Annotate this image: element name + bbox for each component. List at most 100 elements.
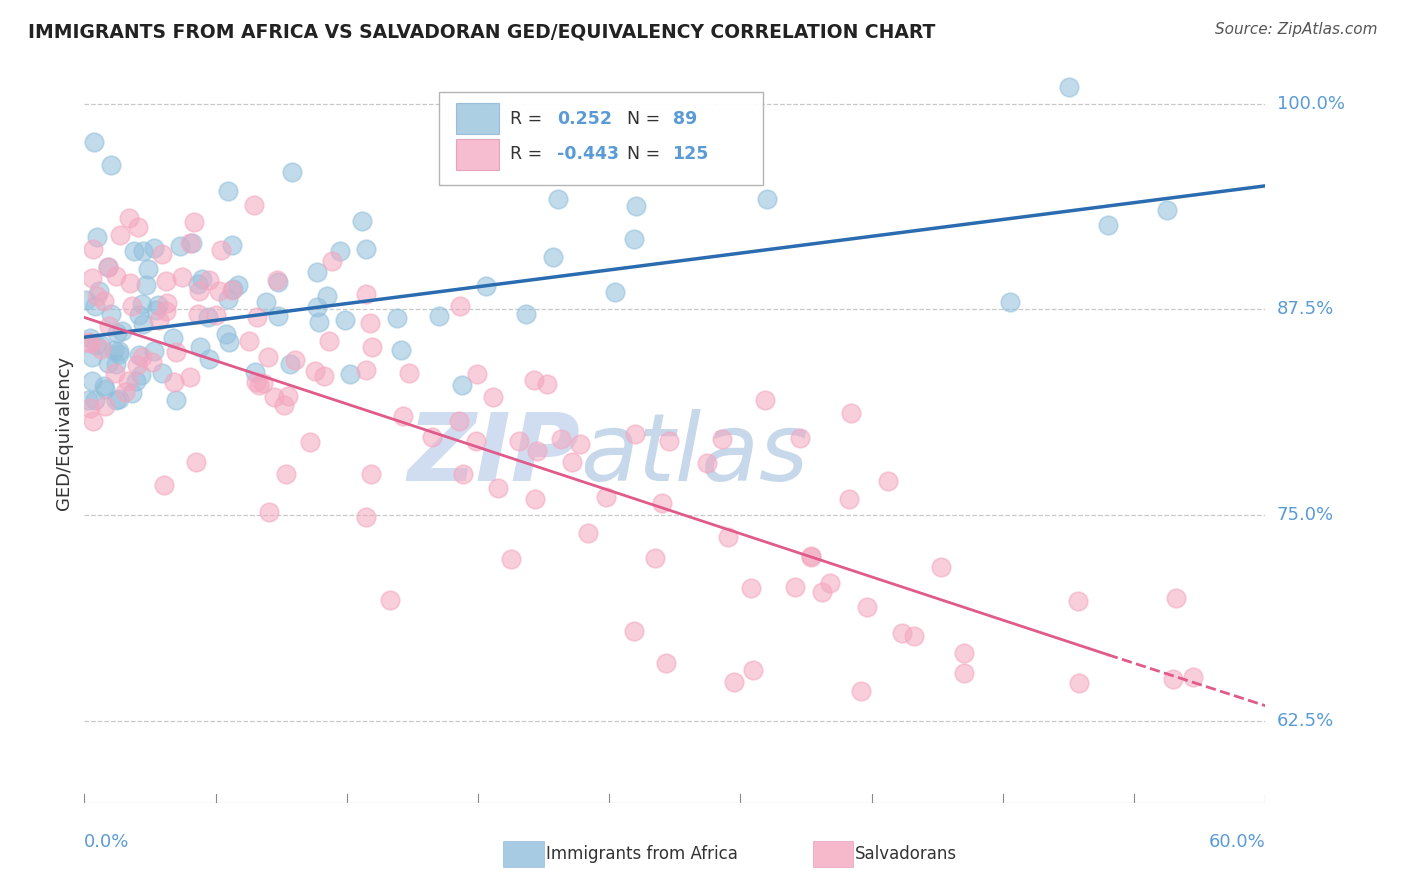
Point xyxy=(389,343,412,357)
Point xyxy=(215,326,238,341)
Point xyxy=(820,575,842,590)
Text: 75.0%: 75.0% xyxy=(1277,506,1334,524)
Point xyxy=(165,392,187,407)
Point xyxy=(187,307,209,321)
Point xyxy=(188,340,211,354)
Text: ZIP: ZIP xyxy=(408,409,581,500)
Point xyxy=(523,373,546,387)
Point xyxy=(135,277,157,292)
Point xyxy=(80,374,103,388)
Point xyxy=(318,334,340,348)
Point xyxy=(257,505,280,519)
Point xyxy=(387,310,409,325)
Point xyxy=(87,284,110,298)
Point xyxy=(132,244,155,259)
Point xyxy=(280,165,302,179)
Point xyxy=(755,193,778,207)
Point xyxy=(754,392,776,407)
Text: N =: N = xyxy=(616,145,665,163)
Text: N =: N = xyxy=(616,110,665,128)
Point xyxy=(163,376,186,390)
Point xyxy=(623,624,645,638)
Point xyxy=(76,392,98,407)
Point xyxy=(398,367,420,381)
Point xyxy=(82,414,104,428)
Point xyxy=(252,376,274,390)
Point xyxy=(1097,218,1119,232)
Point xyxy=(86,230,108,244)
Text: Source: ZipAtlas.com: Source: ZipAtlas.com xyxy=(1215,22,1378,37)
Point xyxy=(696,456,718,470)
Point xyxy=(953,666,976,681)
Point xyxy=(221,283,243,297)
Point xyxy=(84,392,107,407)
Point xyxy=(128,348,150,362)
Point xyxy=(321,254,343,268)
Point xyxy=(80,351,103,365)
Point xyxy=(198,352,221,367)
Point xyxy=(131,350,153,364)
Point xyxy=(849,684,872,698)
Point xyxy=(624,426,647,441)
Text: 0.252: 0.252 xyxy=(557,110,612,128)
Point xyxy=(307,300,329,314)
Point xyxy=(97,260,120,275)
Point xyxy=(526,444,548,458)
Point xyxy=(890,625,912,640)
Point xyxy=(333,313,356,327)
Point xyxy=(561,455,583,469)
Point xyxy=(118,211,141,226)
Point xyxy=(179,370,201,384)
Point xyxy=(266,273,288,287)
Point xyxy=(449,299,471,313)
Point xyxy=(79,330,101,344)
Point xyxy=(208,285,231,299)
Point xyxy=(188,284,211,298)
Point xyxy=(111,324,134,338)
Point xyxy=(205,309,228,323)
Point xyxy=(108,343,131,358)
Point xyxy=(783,580,806,594)
Text: 89: 89 xyxy=(672,110,697,128)
Point xyxy=(811,585,834,599)
Point xyxy=(217,292,239,306)
Point xyxy=(162,331,184,345)
Point xyxy=(508,434,530,449)
Point xyxy=(723,674,745,689)
Point xyxy=(166,344,188,359)
Point xyxy=(541,250,564,264)
Point xyxy=(427,309,450,323)
Point xyxy=(486,481,509,495)
Point xyxy=(356,510,378,524)
Point xyxy=(277,389,299,403)
Point xyxy=(1067,676,1090,690)
Point xyxy=(267,309,290,323)
Point xyxy=(246,310,269,325)
Text: Salvadorans: Salvadorans xyxy=(855,845,957,863)
FancyBboxPatch shape xyxy=(457,138,499,169)
Point xyxy=(274,467,297,481)
Point xyxy=(247,377,270,392)
Point xyxy=(354,363,377,377)
Text: atlas: atlas xyxy=(581,409,808,500)
Point xyxy=(90,337,112,351)
Point xyxy=(1182,670,1205,684)
Text: Immigrants from Africa: Immigrants from Africa xyxy=(546,845,737,863)
Point xyxy=(127,220,149,235)
Point xyxy=(711,432,734,446)
Point xyxy=(475,279,498,293)
Point xyxy=(740,582,762,596)
Point xyxy=(451,467,474,481)
Point xyxy=(465,367,488,381)
Point xyxy=(624,199,647,213)
Point xyxy=(312,368,335,383)
Point xyxy=(741,663,763,677)
Point xyxy=(121,385,143,400)
Point xyxy=(380,592,402,607)
Point xyxy=(153,478,176,492)
Point xyxy=(218,334,240,349)
Point xyxy=(125,358,148,372)
Point xyxy=(131,297,153,311)
Point xyxy=(254,294,277,309)
Point xyxy=(86,338,108,352)
